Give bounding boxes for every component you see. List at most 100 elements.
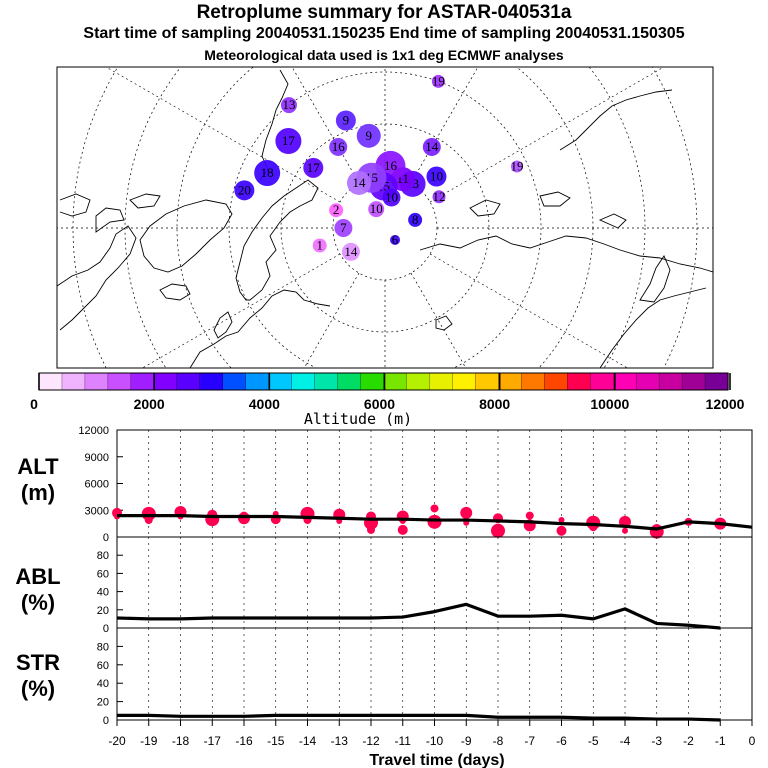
plume-cluster-2: 20 (426, 44, 439, 59)
colorbar-cell-21 (521, 372, 545, 391)
colorbar-cell-26 (635, 372, 660, 391)
cluster-circle (408, 212, 423, 227)
x-tick-label: -13 (331, 734, 349, 748)
plume-cluster-19: 20 (234, 180, 255, 201)
x-tick-label: -12 (362, 734, 380, 748)
cluster-circle (329, 203, 344, 218)
cluster-label: 9 (365, 128, 372, 143)
str-panel-label: STR (16, 650, 60, 675)
alt-scatter-point (427, 514, 442, 529)
x-tick-label: -10 (426, 734, 444, 748)
x-tick-label: -1 (715, 734, 726, 748)
colorbar-cell-5 (153, 372, 178, 391)
colorbar-cell-27 (658, 372, 683, 391)
cluster-circle (341, 242, 360, 261)
coastline-europe (189, 289, 331, 368)
colorbar-cell-23 (567, 372, 591, 391)
alt-scatter-point (367, 525, 375, 534)
coastline-iceland (159, 283, 191, 301)
cluster-circle (368, 201, 385, 218)
cluster-circle (347, 170, 371, 195)
colorbar-tick-label: 2000 (134, 396, 165, 412)
cluster-label: 2 (333, 202, 340, 217)
alt-ytick-label: 3000 (85, 505, 109, 517)
plume-cluster-17: 17 (303, 157, 324, 178)
plume-cluster-3: 18 (422, 17, 435, 32)
x-tick-label: -16 (235, 734, 253, 748)
colorbar-cell-4 (130, 372, 155, 391)
cluster-circle (356, 123, 381, 148)
cluster-circle (426, 166, 447, 187)
str-ytick-label: 0 (103, 715, 109, 727)
alt-panel-unit: (m) (21, 480, 55, 505)
colorbar-cell-15 (383, 372, 408, 391)
alt-scatter-point (622, 527, 628, 534)
plume-cluster-26: 6 (390, 232, 401, 247)
cluster-label: 20 (238, 182, 251, 197)
plume-clusters: 1419201881219131011169915151614171820171… (234, 17, 523, 261)
cluster-label: 18 (261, 165, 274, 180)
colorbar-tick-label: 12000 (706, 396, 745, 412)
plume-cluster-25: 1 (312, 237, 327, 253)
latitude-circle-60 (228, 71, 542, 368)
alt-scatter-point (556, 525, 567, 536)
cluster-circle (427, 47, 438, 58)
alt-series-line (117, 513, 753, 531)
alt-ytick-label: 6000 (85, 479, 109, 491)
plume-cluster-12: 9 (335, 110, 356, 131)
abl-ytick-label: 20 (97, 605, 109, 617)
coastline-canadian-archipelago (95, 193, 161, 233)
str-ytick-label: 80 (97, 641, 109, 653)
plume-cluster-15: 16 (329, 137, 348, 156)
plume-cluster-16: 14 (347, 170, 371, 195)
coastline-greenland (139, 199, 233, 273)
plume-cluster-18: 18 (254, 160, 281, 187)
plume-cluster-4: 8 (408, 212, 423, 227)
str-series-line (117, 713, 721, 722)
abl-ytick-label: 40 (97, 587, 109, 599)
cluster-circle (234, 180, 255, 201)
cluster-circle (432, 190, 446, 204)
plume-cluster-27: 10 (368, 201, 385, 218)
plume-cluster-1: 19 (431, 73, 445, 88)
map-coastlines (57, 69, 713, 368)
colorbar-cell-16 (406, 372, 431, 391)
meridian-300 (141, 253, 341, 368)
meridian-240 (105, 67, 341, 203)
cluster-circle (329, 137, 348, 156)
map-panel: 1419201881219131011169915151614171820171… (56, 17, 714, 369)
cluster-label: 9 (343, 112, 350, 127)
cluster-label: 14 (353, 175, 367, 190)
cluster-circle (431, 74, 445, 88)
coastline-northeast (559, 89, 673, 151)
meridian-150 (410, 67, 479, 184)
colorbar-cell-6 (176, 372, 201, 391)
cluster-label: 19 (510, 158, 523, 173)
plume-cluster-23: 7 (334, 219, 353, 237)
meridian-330 (303, 272, 360, 368)
colorbar-tick-label: 4000 (249, 396, 280, 412)
coastline-siberia (419, 235, 713, 273)
alt-panel-label: ALT (17, 454, 59, 479)
x-axis: -20 -19 -18 -17 -16 -15 -14 -13 -12 -11 -10 -9 -8 -7-… (108, 720, 756, 748)
colorbar-cell-11 (291, 372, 316, 391)
alt-scatter-point (460, 506, 473, 519)
alt-scatter-point (430, 504, 439, 513)
alt-ytick-label: 12000 (78, 425, 109, 437)
x-tick-label: -14 (299, 734, 317, 748)
alt-ytick-label: 9000 (85, 452, 109, 464)
coastline-hudson (59, 193, 91, 217)
abl-ytick-label: 0 (103, 623, 109, 635)
plume-cluster-5: 12 (432, 189, 446, 204)
meridian-30 (410, 272, 467, 368)
x-tick-label: -17 (204, 734, 222, 748)
cluster-circle (510, 160, 523, 173)
x-tick-label: -15 (267, 734, 285, 748)
colorbar-label: Altitude (m) (304, 410, 412, 428)
alt-scatter-point (558, 517, 565, 524)
plume-cluster-8: 10 (426, 166, 447, 187)
abl-ytick-label: 80 (97, 550, 109, 562)
plume-cluster-21: 13 (280, 97, 297, 114)
cluster-label: 14 (425, 139, 439, 154)
cluster-circle (334, 219, 353, 237)
